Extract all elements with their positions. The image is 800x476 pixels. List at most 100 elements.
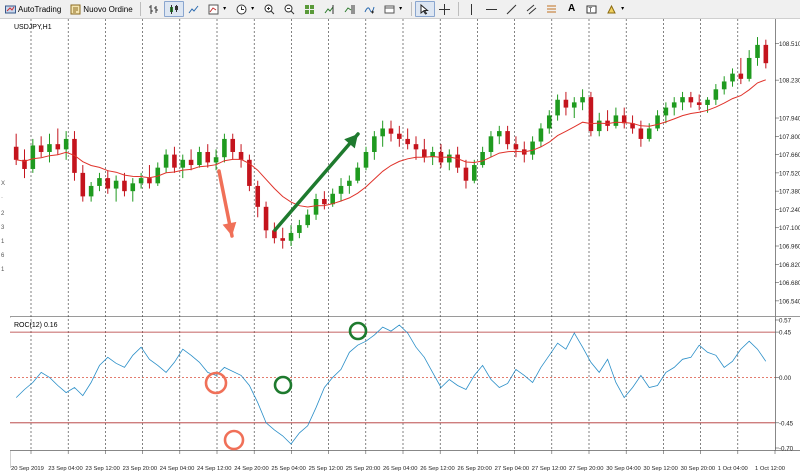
candle-body (530, 141, 535, 155)
candle-body (496, 131, 502, 137)
candle-body (297, 225, 302, 233)
candle-body (546, 115, 552, 129)
candle-body (730, 73, 735, 82)
chart-shift-icon (344, 3, 356, 15)
strip-glyph: X (1, 181, 6, 187)
candle-body (155, 167, 161, 184)
new-order-label: Nuovo Ordine (83, 4, 133, 14)
text-button[interactable]: A (562, 1, 582, 17)
chart-template-button[interactable]: ▾ (204, 1, 232, 17)
price-tick-label: 108.510 (779, 41, 800, 48)
cursor-button[interactable] (414, 1, 435, 17)
candle-body (721, 81, 727, 90)
hline-button[interactable] (482, 1, 502, 17)
green-circle-roc-zero (273, 375, 293, 395)
indicators-button[interactable] (360, 1, 380, 17)
time-tick-label: 23 Sep 04:00 (48, 466, 82, 472)
label-button[interactable]: T (582, 1, 602, 17)
strip-glyph: 3 (1, 225, 5, 231)
bar-chart-button[interactable] (144, 1, 164, 17)
green-up-arrow-head (344, 134, 358, 149)
candle-body (330, 193, 335, 205)
trendline-button[interactable] (502, 1, 522, 17)
templates-button[interactable]: ▾ (380, 1, 408, 17)
indicators-icon (364, 3, 376, 15)
candle-body (763, 44, 769, 64)
templates-icon (384, 3, 396, 15)
new-order-button[interactable]: Nuovo Ordine (65, 1, 136, 17)
candle-body (47, 144, 52, 152)
fibo-button[interactable] (542, 1, 562, 17)
time-tick-label: 26 Sep 04:00 (383, 466, 418, 472)
indicator-label: ROC(12) 0.16 (14, 322, 58, 329)
candle-body (272, 230, 277, 239)
candle-body (430, 151, 435, 158)
candle-body (163, 154, 169, 168)
time-axis: 20 Sep 2019 23 Sep 04:00 23 Sep 12:00 23 Se… (11, 450, 785, 472)
candle-body (388, 128, 394, 134)
hline-icon (486, 3, 498, 15)
candle-body (405, 138, 410, 145)
shapes-button[interactable]: ▾ (602, 1, 630, 17)
crosshair-button[interactable] (435, 1, 455, 17)
svg-text:T: T (589, 8, 593, 14)
green-circle-roc-high (348, 321, 368, 341)
candle-body (671, 102, 677, 108)
candle-body (613, 115, 619, 126)
time-tick-label: 30 Sep 04:00 (606, 466, 641, 472)
candle-body (463, 167, 469, 181)
candle-body (288, 232, 294, 241)
trendline-icon (506, 3, 518, 15)
price-tick-label: 106.680 (779, 280, 800, 287)
time-tick-label: 23 Sep 20:00 (123, 466, 158, 472)
line-chart-button[interactable] (184, 1, 204, 17)
vline-button[interactable] (462, 1, 482, 17)
channel-button[interactable] (522, 1, 542, 17)
price-tick-label: 108.230 (779, 78, 800, 85)
zoom-out-button[interactable] (280, 1, 300, 17)
candle-body (513, 144, 519, 150)
new-order-icon (69, 3, 81, 15)
roc-levels (10, 331, 775, 424)
candle-body (322, 198, 327, 205)
candle-body (563, 99, 569, 108)
autoscroll-button[interactable] (320, 1, 340, 17)
text-icon: A (568, 3, 576, 14)
strip-glyph: 1 (1, 239, 5, 245)
roc-tick-label: 0.57 (779, 318, 792, 325)
candle-body (713, 89, 719, 100)
candle-body (638, 128, 644, 139)
candle-body (172, 154, 177, 168)
time-tick-label: 24 Sep 04:00 (160, 466, 195, 472)
autotrading-label: AutoTrading (18, 4, 62, 14)
time-tick-label: 25 Sep 12:00 (309, 466, 344, 472)
chart-shift-button[interactable] (340, 1, 360, 17)
candle-body (663, 107, 669, 116)
autotrading-button[interactable]: AutoTrading (0, 1, 65, 17)
timeframe-button[interactable]: ▾ (232, 1, 260, 17)
symbol-label: USDJPY,H1 (14, 24, 52, 31)
candle-body (280, 238, 286, 241)
candle-body (222, 138, 227, 158)
zoom-in-button[interactable] (260, 1, 280, 17)
price-tick-label: 107.660 (779, 152, 800, 159)
time-tick-label: 30 Sep 12:00 (643, 466, 678, 472)
candle-body (338, 185, 344, 194)
candle-body (255, 185, 261, 207)
tile-windows-button[interactable] (300, 1, 320, 17)
candle-body (746, 57, 752, 79)
time-tick-label: 24 Sep 20:00 (234, 466, 269, 472)
candle-body (305, 214, 310, 226)
time-tick-label: 1 Oct 12:00 (755, 466, 785, 472)
candle-body (372, 136, 377, 152)
indicator-subwindow[interactable] (10, 318, 775, 450)
candles-button[interactable] (163, 1, 184, 17)
time-tick-label: 30 Sep 20:00 (681, 466, 716, 472)
roc-tick-label: -0.45 (779, 420, 794, 427)
candle-body (188, 159, 194, 166)
candle-body (555, 99, 560, 116)
candle-body (538, 128, 544, 142)
main-chart-area[interactable] (10, 19, 775, 316)
candle-body (580, 97, 585, 103)
